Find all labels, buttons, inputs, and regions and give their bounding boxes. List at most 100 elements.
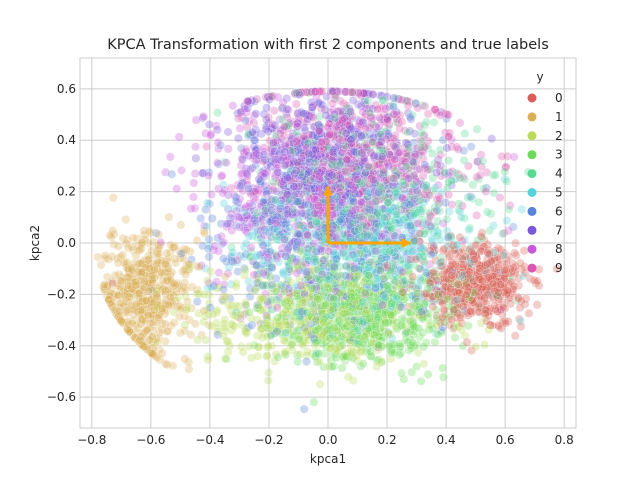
point-label-0 (480, 309, 490, 318)
point-label-8 (189, 192, 198, 202)
point-label-7 (282, 173, 292, 183)
point-label-6 (293, 237, 303, 247)
point-label-0 (411, 254, 421, 264)
point-label-3 (386, 265, 395, 275)
point-label-2 (206, 267, 216, 276)
point-label-6 (205, 303, 215, 313)
point-label-5 (517, 204, 527, 214)
point-label-7 (212, 125, 222, 135)
point-label-4 (395, 200, 405, 210)
point-label-8 (272, 303, 282, 313)
point-label-3 (311, 337, 321, 347)
point-label-7 (251, 109, 261, 119)
point-label-1 (108, 193, 118, 203)
point-label-8 (199, 112, 209, 122)
point-label-2 (315, 379, 325, 389)
point-label-2 (264, 368, 274, 378)
data-points (93, 86, 562, 414)
point-label-7 (247, 127, 257, 137)
point-label-9 (267, 92, 277, 102)
point-label-4 (392, 209, 402, 219)
point-label-1 (134, 288, 144, 298)
point-label-5 (498, 229, 507, 239)
point-label-4 (269, 177, 279, 187)
point-label-3 (450, 333, 460, 342)
point-label-3 (381, 318, 390, 328)
point-label-2 (263, 376, 273, 385)
point-label-1 (194, 262, 204, 272)
point-label-5 (413, 281, 423, 291)
point-label-9 (371, 197, 381, 206)
point-label-5 (338, 249, 348, 258)
point-label-9 (309, 113, 318, 123)
point-label-1 (123, 280, 133, 290)
point-label-1 (113, 241, 123, 251)
point-label-2 (326, 305, 336, 315)
point-label-4 (482, 207, 492, 217)
point-label-8 (212, 277, 222, 287)
point-label-3 (329, 294, 339, 304)
point-label-1 (154, 244, 164, 254)
point-label-4 (213, 108, 222, 118)
point-label-6 (219, 284, 229, 294)
point-label-9 (432, 160, 442, 170)
point-label-9 (455, 118, 465, 128)
point-label-1 (190, 319, 200, 329)
point-label-5 (489, 221, 499, 231)
point-label-1 (143, 286, 153, 296)
point-label-7 (376, 137, 386, 147)
point-label-1 (164, 212, 174, 222)
point-label-6 (251, 218, 260, 228)
point-label-6 (405, 200, 415, 209)
point-label-8 (174, 132, 184, 142)
point-label-4 (363, 96, 373, 106)
point-label-8 (223, 144, 233, 154)
point-label-6 (218, 254, 228, 264)
point-label-1 (163, 326, 173, 336)
point-label-2 (253, 351, 263, 361)
point-label-7 (302, 186, 311, 196)
point-label-5 (228, 247, 237, 257)
point-label-4 (454, 199, 464, 209)
point-label-1 (154, 230, 164, 239)
point-label-0 (453, 279, 463, 289)
point-label-5 (281, 328, 291, 338)
point-label-6 (405, 221, 415, 231)
point-label-9 (444, 131, 454, 141)
point-label-2 (220, 354, 230, 364)
point-label-8 (258, 268, 268, 278)
point-label-5 (464, 225, 474, 235)
point-label-1 (187, 282, 197, 292)
point-label-4 (429, 118, 439, 127)
point-label-4 (311, 216, 321, 226)
point-label-2 (240, 265, 250, 275)
point-label-6 (267, 262, 277, 272)
point-label-4 (460, 129, 470, 139)
point-label-8 (377, 300, 387, 310)
point-label-0 (532, 276, 542, 286)
point-label-1 (128, 233, 138, 243)
point-label-7 (432, 168, 441, 178)
point-label-3 (327, 362, 337, 372)
point-label-2 (343, 372, 353, 382)
point-label-2 (220, 326, 230, 336)
point-label-0 (398, 287, 408, 297)
point-label-2 (241, 300, 251, 310)
point-label-6 (444, 232, 453, 242)
point-label-2 (227, 319, 237, 329)
point-label-6 (196, 213, 206, 223)
point-label-6 (201, 205, 210, 215)
point-label-6 (302, 357, 312, 367)
point-label-9 (202, 142, 212, 152)
point-label-3 (423, 369, 433, 379)
point-label-2 (356, 347, 366, 357)
point-label-0 (476, 231, 486, 241)
point-label-4 (354, 224, 364, 234)
point-label-7 (282, 104, 292, 114)
point-label-8 (177, 165, 186, 175)
point-label-3 (360, 332, 370, 341)
point-label-8 (216, 231, 226, 241)
point-label-3 (273, 313, 283, 322)
point-label-9 (400, 126, 410, 136)
point-label-6 (298, 109, 308, 119)
